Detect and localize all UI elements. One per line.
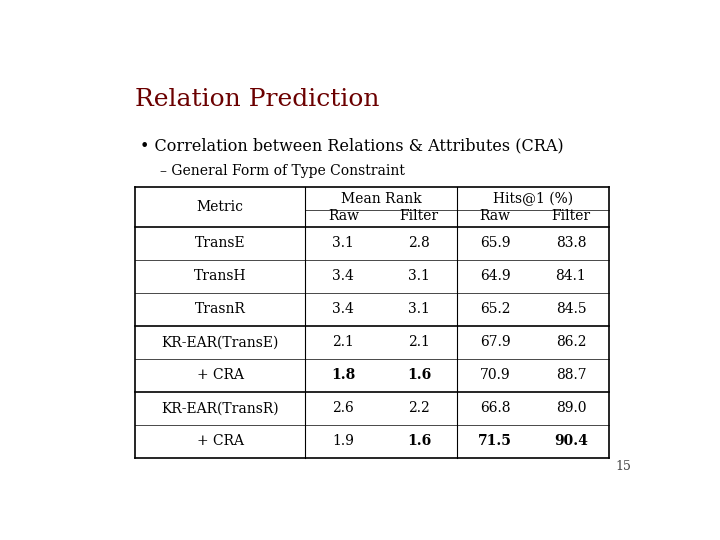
Text: 83.8: 83.8 bbox=[556, 236, 586, 250]
Text: Raw: Raw bbox=[480, 208, 510, 222]
Text: Filter: Filter bbox=[400, 208, 438, 222]
Text: TrasnR: TrasnR bbox=[194, 302, 246, 316]
Text: 67.9: 67.9 bbox=[480, 335, 510, 349]
Text: Hits@1 (%): Hits@1 (%) bbox=[493, 192, 573, 206]
Text: • Correlation between Relations & Attributes (CRA): • Correlation between Relations & Attrib… bbox=[140, 138, 564, 154]
Text: 66.8: 66.8 bbox=[480, 401, 510, 415]
Text: 3.1: 3.1 bbox=[333, 236, 354, 250]
Text: 64.9: 64.9 bbox=[480, 269, 510, 283]
Text: + CRA: + CRA bbox=[197, 434, 243, 448]
Text: 84.1: 84.1 bbox=[556, 269, 586, 283]
Text: 3.4: 3.4 bbox=[333, 269, 354, 283]
Text: 84.5: 84.5 bbox=[556, 302, 586, 316]
Text: 15: 15 bbox=[616, 460, 631, 473]
Text: + CRA: + CRA bbox=[197, 368, 243, 382]
Text: 2.6: 2.6 bbox=[333, 401, 354, 415]
Text: Relation Prediction: Relation Prediction bbox=[135, 87, 379, 111]
Text: TransE: TransE bbox=[194, 236, 246, 250]
Text: 2.1: 2.1 bbox=[408, 335, 430, 349]
Text: 65.2: 65.2 bbox=[480, 302, 510, 316]
Text: 2.1: 2.1 bbox=[333, 335, 354, 349]
Text: 3.4: 3.4 bbox=[333, 302, 354, 316]
Text: 2.8: 2.8 bbox=[408, 236, 430, 250]
Text: 70.9: 70.9 bbox=[480, 368, 510, 382]
Text: 3.1: 3.1 bbox=[408, 302, 430, 316]
Text: 2.2: 2.2 bbox=[408, 401, 430, 415]
Text: Metric: Metric bbox=[197, 200, 243, 214]
Text: 90.4: 90.4 bbox=[554, 434, 588, 448]
Text: – General Form of Type Constraint: – General Form of Type Constraint bbox=[160, 164, 405, 178]
Text: Raw: Raw bbox=[328, 208, 359, 222]
Text: Mean Rank: Mean Rank bbox=[341, 192, 422, 206]
Text: 3.1: 3.1 bbox=[408, 269, 430, 283]
Text: 89.0: 89.0 bbox=[556, 401, 586, 415]
Text: 71.5: 71.5 bbox=[478, 434, 512, 448]
Text: 1.9: 1.9 bbox=[333, 434, 354, 448]
Text: 65.9: 65.9 bbox=[480, 236, 510, 250]
Text: KR-EAR(TransE): KR-EAR(TransE) bbox=[161, 335, 279, 349]
Text: Filter: Filter bbox=[552, 208, 590, 222]
Text: 1.6: 1.6 bbox=[407, 368, 431, 382]
Text: TransH: TransH bbox=[194, 269, 246, 283]
Text: 1.6: 1.6 bbox=[407, 434, 431, 448]
Text: 1.8: 1.8 bbox=[331, 368, 356, 382]
Text: 86.2: 86.2 bbox=[556, 335, 586, 349]
Text: 88.7: 88.7 bbox=[556, 368, 586, 382]
Text: KR-EAR(TransR): KR-EAR(TransR) bbox=[161, 401, 279, 415]
